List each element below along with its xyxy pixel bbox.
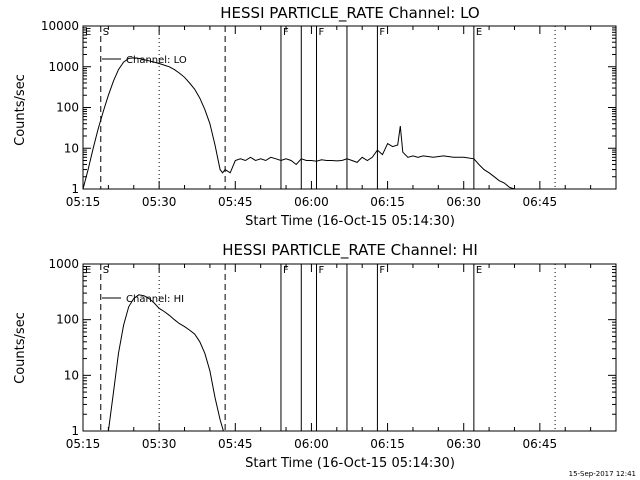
- y-tick-label: 1000: [48, 257, 79, 271]
- x-tick-label: 06:30: [446, 437, 481, 451]
- y-tick-label: 100: [56, 313, 79, 327]
- x-tick-label: 05:30: [142, 437, 177, 451]
- chart-title: HESSI PARTICLE_RATE Channel: HI: [222, 241, 478, 260]
- x-tick-label: 06:15: [370, 437, 405, 451]
- legend-label: Channel: HI: [126, 294, 184, 305]
- event-label: F: [319, 265, 325, 276]
- event-label: F: [319, 27, 325, 38]
- y-tick-label: 10: [64, 368, 79, 382]
- chart-title: HESSI PARTICLE_RATE Channel: LO: [220, 4, 479, 23]
- plot-area: 05:15 05:30 05:45 06:00 06:15 06:30 06:45 1 10 10…: [48, 257, 617, 451]
- x-axis-label: Start Time (16-Oct-15 05:14:30): [245, 214, 455, 229]
- y-tick-label: 10000: [41, 19, 79, 33]
- series-line: [82, 57, 530, 190]
- y-tick-label: 10: [64, 141, 79, 155]
- y-axis-label: Counts/sec: [13, 312, 28, 384]
- plot-area: 05:15 05:30 05:45 06:00 06:15 06:30 06:45 1 10 10…: [41, 19, 617, 209]
- x-axis-label: Start Time (16-Oct-15 05:14:30): [245, 456, 455, 471]
- event-label: E: [476, 265, 482, 276]
- event-label: F: [283, 27, 289, 38]
- x-tick-label: 05:45: [218, 437, 253, 451]
- y-tick-label: 1: [71, 182, 79, 196]
- x-tick-label: 05:15: [66, 195, 101, 209]
- chart-panel-hi: HESSI PARTICLE_RATE Channel: HI Counts/s…: [13, 241, 617, 471]
- series-line: [107, 294, 224, 432]
- event-label: E: [85, 265, 91, 276]
- x-tick-label: 06:00: [294, 437, 329, 451]
- legend-label: Channel: LO: [126, 55, 187, 66]
- event-label: F: [379, 27, 385, 38]
- x-tick-label: 05:45: [218, 195, 253, 209]
- event-label: S: [103, 265, 109, 276]
- plot-frame: [82, 25, 617, 190]
- plot-frame: [82, 263, 617, 432]
- event-label: S: [103, 27, 109, 38]
- footer-timestamp: 15-Sep-2017 12:41: [569, 470, 636, 478]
- x-tick-label: 06:45: [523, 437, 558, 451]
- y-tick-label: 100: [56, 101, 79, 115]
- x-tick-label: 06:45: [523, 195, 558, 209]
- x-tick-label: 05:15: [66, 437, 101, 451]
- x-tick-label: 06:30: [446, 195, 481, 209]
- y-axis-label: Counts/sec: [13, 74, 28, 146]
- y-tick-label: 1: [71, 424, 79, 438]
- x-tick-label: 06:00: [294, 195, 329, 209]
- event-label: E: [476, 27, 482, 38]
- event-label: F: [283, 265, 289, 276]
- y-tick-label: 1000: [48, 60, 79, 74]
- event-label: E: [85, 27, 91, 38]
- event-label: F: [379, 265, 385, 276]
- chart-panel-lo: HESSI PARTICLE_RATE Channel: LO Counts/s…: [13, 4, 617, 229]
- x-tick-label: 05:30: [142, 195, 177, 209]
- x-tick-label: 06:15: [370, 195, 405, 209]
